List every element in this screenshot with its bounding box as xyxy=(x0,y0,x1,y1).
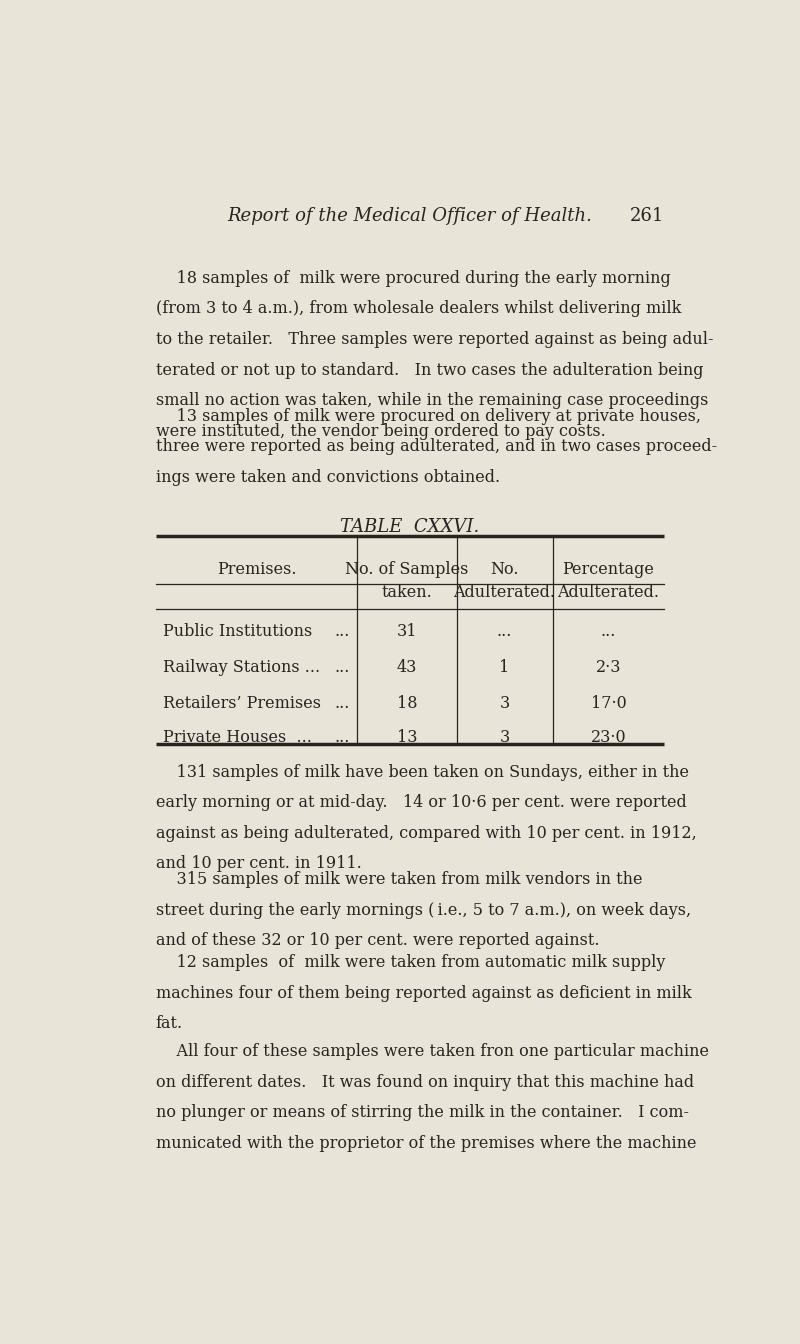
Text: ...: ... xyxy=(334,730,350,746)
Text: three were reported as being adulterated, and in two cases proceed-: three were reported as being adulterated… xyxy=(156,438,717,456)
Text: No.
Adulterated.: No. Adulterated. xyxy=(454,560,555,601)
Text: 18: 18 xyxy=(397,695,417,712)
Text: 12 samples  of  milk were taken from automatic milk supply: 12 samples of milk were taken from autom… xyxy=(156,954,665,970)
Text: street during the early mornings ( i.e., 5 to 7 a.m.), on week days,: street during the early mornings ( i.e.,… xyxy=(156,902,691,919)
Text: municated with the proprietor of the premises where the machine: municated with the proprietor of the pre… xyxy=(156,1134,696,1152)
Text: 131 samples of milk have been taken on Sundays, either in the: 131 samples of milk have been taken on S… xyxy=(156,763,689,781)
Text: Private Houses  ...: Private Houses ... xyxy=(163,730,312,746)
Text: 315 samples of milk were taken from milk vendors in the: 315 samples of milk were taken from milk… xyxy=(156,871,642,888)
Text: Public Institutions: Public Institutions xyxy=(163,622,313,640)
Text: TABLE  CXXVI.: TABLE CXXVI. xyxy=(340,519,480,536)
Text: 2·3: 2·3 xyxy=(596,659,621,676)
Text: to the retailer.   Three samples were reported against as being adul-: to the retailer. Three samples were repo… xyxy=(156,331,714,348)
Text: terated or not up to standard.   In two cases the adulteration being: terated or not up to standard. In two ca… xyxy=(156,362,703,379)
Text: No. of Samples
taken.: No. of Samples taken. xyxy=(346,560,469,601)
Text: fat.: fat. xyxy=(156,1015,183,1032)
Text: 13: 13 xyxy=(397,730,417,746)
Text: 31: 31 xyxy=(397,622,417,640)
Text: 18 samples of  milk were procured during the early morning: 18 samples of milk were procured during … xyxy=(156,270,670,286)
Text: ...: ... xyxy=(334,695,350,712)
Text: on different dates.   It was found on inquiry that this machine had: on different dates. It was found on inqu… xyxy=(156,1074,694,1090)
Text: Percentage
Adulterated.: Percentage Adulterated. xyxy=(558,560,659,601)
Text: ...: ... xyxy=(497,622,512,640)
Text: Report of the Medical Officer of Health.: Report of the Medical Officer of Health. xyxy=(227,207,593,224)
Text: ings were taken and convictions obtained.: ings were taken and convictions obtained… xyxy=(156,469,500,485)
Text: (from 3 to 4 a.m.), from wholesale dealers whilst delivering milk: (from 3 to 4 a.m.), from wholesale deale… xyxy=(156,301,681,317)
Text: ...: ... xyxy=(601,622,616,640)
Text: 13 samples of milk were procured on delivery at private houses,: 13 samples of milk were procured on deli… xyxy=(156,407,701,425)
Text: 1: 1 xyxy=(499,659,510,676)
Text: machines four of them being reported against as deficient in milk: machines four of them being reported aga… xyxy=(156,985,691,1001)
Text: 23·0: 23·0 xyxy=(590,730,626,746)
Text: 261: 261 xyxy=(630,207,664,224)
Text: ...: ... xyxy=(334,659,350,676)
Text: against as being adulterated, compared with 10 per cent. in 1912,: against as being adulterated, compared w… xyxy=(156,825,697,841)
Text: were instituted, the vendor being ordered to pay costs.: were instituted, the vendor being ordere… xyxy=(156,422,606,439)
Text: 3: 3 xyxy=(499,730,510,746)
Text: 43: 43 xyxy=(397,659,417,676)
Text: All four of these samples were taken fron one particular machine: All four of these samples were taken fro… xyxy=(156,1043,709,1060)
Text: 3: 3 xyxy=(499,695,510,712)
Text: 17·0: 17·0 xyxy=(590,695,626,712)
Text: Retailers’ Premises: Retailers’ Premises xyxy=(163,695,322,712)
Text: small no action was taken, while in the remaining case proceedings: small no action was taken, while in the … xyxy=(156,392,708,409)
Text: no plunger or means of stirring the milk in the container.   I com-: no plunger or means of stirring the milk… xyxy=(156,1103,689,1121)
Text: and of these 32 or 10 per cent. were reported against.: and of these 32 or 10 per cent. were rep… xyxy=(156,933,599,949)
Text: and 10 per cent. in 1911.: and 10 per cent. in 1911. xyxy=(156,855,362,872)
Text: Premises.: Premises. xyxy=(217,560,296,578)
Text: early morning or at mid-day.   14 or 10·6 per cent. were reported: early morning or at mid-day. 14 or 10·6 … xyxy=(156,794,686,812)
Text: Railway Stations ...: Railway Stations ... xyxy=(163,659,320,676)
Text: ...: ... xyxy=(334,622,350,640)
